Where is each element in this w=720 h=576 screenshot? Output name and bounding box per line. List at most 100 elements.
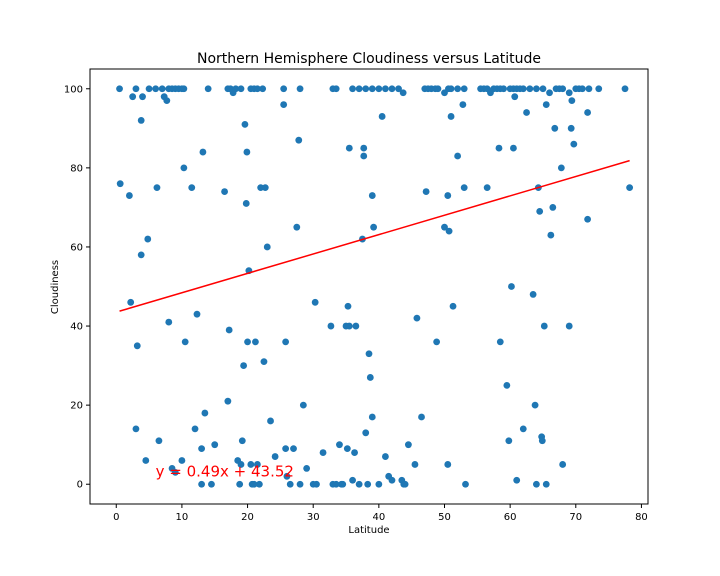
data-point xyxy=(584,215,591,223)
data-point xyxy=(388,85,396,93)
data-point xyxy=(559,85,567,93)
regression-line xyxy=(119,159,630,312)
data-point xyxy=(208,480,215,488)
data-point xyxy=(526,85,534,93)
data-point xyxy=(462,480,469,488)
data-point xyxy=(241,120,249,128)
data-point xyxy=(261,184,269,192)
data-point xyxy=(191,425,199,433)
data-point xyxy=(547,231,555,239)
data-point xyxy=(163,97,171,105)
data-point xyxy=(319,449,327,456)
data-point xyxy=(271,453,279,460)
data-point xyxy=(242,200,250,207)
data-point xyxy=(404,441,412,449)
data-point xyxy=(503,381,511,389)
data-point xyxy=(254,461,261,468)
data-point xyxy=(137,117,145,124)
data-point xyxy=(221,188,228,195)
data-point xyxy=(198,445,206,453)
data-point xyxy=(255,480,263,488)
data-point xyxy=(433,338,441,346)
y-tick-label: 0 xyxy=(77,480,83,491)
y-tick-label: 20 xyxy=(70,401,83,412)
data-point xyxy=(368,85,376,93)
x-tick-label: 70 xyxy=(569,512,582,523)
data-point xyxy=(395,85,402,93)
data-point xyxy=(365,350,373,358)
data-point xyxy=(296,85,304,93)
data-point xyxy=(382,85,389,93)
data-point xyxy=(263,243,271,251)
data-point xyxy=(445,227,453,235)
data-point xyxy=(355,85,363,93)
data-point xyxy=(375,85,383,93)
data-point xyxy=(343,445,351,453)
data-point xyxy=(366,374,374,381)
data-point xyxy=(267,417,274,425)
data-point xyxy=(362,85,370,93)
data-point xyxy=(153,184,161,192)
data-point xyxy=(237,85,245,93)
data-point xyxy=(345,322,353,330)
data-point xyxy=(152,85,160,93)
x-tick-label: 60 xyxy=(504,512,517,523)
data-point xyxy=(529,291,537,298)
data-point xyxy=(127,298,135,306)
data-point xyxy=(116,180,124,188)
data-point xyxy=(539,85,547,93)
data-point xyxy=(116,85,123,93)
data-point xyxy=(557,164,565,172)
data-point xyxy=(538,437,546,445)
data-point xyxy=(349,476,356,484)
data-point xyxy=(510,144,517,152)
data-point xyxy=(355,480,363,488)
data-point xyxy=(496,338,504,346)
data-point xyxy=(519,85,527,93)
data-point xyxy=(295,136,303,144)
data-point xyxy=(413,314,421,322)
data-point xyxy=(237,461,245,468)
data-point xyxy=(133,342,141,350)
data-point xyxy=(460,184,468,192)
data-point xyxy=(460,85,468,93)
y-tick-label: 80 xyxy=(70,163,83,174)
data-point xyxy=(401,480,409,488)
data-point xyxy=(296,480,304,488)
data-point xyxy=(523,109,530,116)
data-point xyxy=(345,144,353,152)
data-point xyxy=(542,480,550,488)
data-point xyxy=(533,480,540,488)
x-tick-label: 20 xyxy=(241,512,254,523)
data-point xyxy=(336,441,343,449)
data-point xyxy=(536,207,544,215)
data-point xyxy=(158,85,166,93)
regression-layer: y = 0.49x + 43.52 xyxy=(119,159,630,480)
data-point xyxy=(352,322,360,330)
data-point xyxy=(364,480,372,488)
data-point xyxy=(449,302,457,310)
data-point xyxy=(293,223,301,231)
data-point xyxy=(165,318,173,326)
y-tick-label: 40 xyxy=(70,322,83,333)
data-point xyxy=(313,480,320,488)
y-axis-label: Cloudiness xyxy=(50,260,61,314)
points-layer xyxy=(116,85,634,488)
chart-title: Northern Hemisphere Cloudiness versus La… xyxy=(197,51,541,67)
data-point xyxy=(236,480,244,488)
data-point xyxy=(139,93,146,101)
data-point xyxy=(447,113,455,120)
data-point xyxy=(434,85,442,93)
data-point xyxy=(260,358,268,366)
data-point xyxy=(181,338,189,346)
data-point xyxy=(349,85,356,93)
data-point xyxy=(375,480,383,488)
data-point xyxy=(155,437,163,445)
y-axis: 0 20 40 60 80 100 xyxy=(64,84,90,491)
plot-frame xyxy=(89,68,649,505)
data-point xyxy=(495,144,503,152)
data-point xyxy=(546,89,553,97)
data-point xyxy=(441,223,448,231)
data-point xyxy=(332,85,340,93)
